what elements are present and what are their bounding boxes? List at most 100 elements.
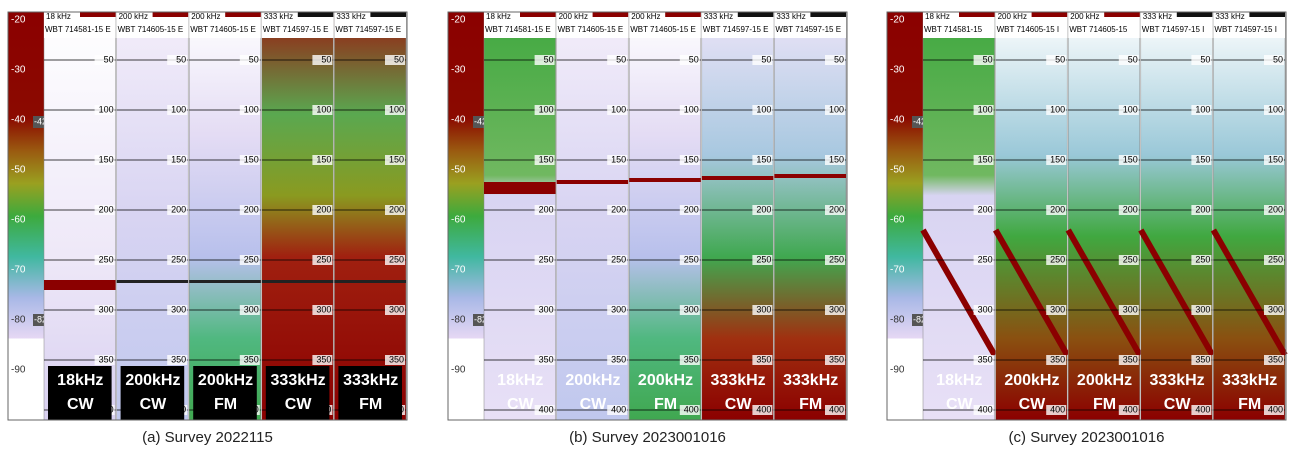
depth-label: 150 <box>829 154 844 164</box>
colorbar-label: -40 <box>11 115 26 126</box>
channel-mode: CW <box>946 396 974 413</box>
depth-label: 200 <box>978 204 993 214</box>
depth-label-bg <box>167 105 188 115</box>
depth-label-bg <box>534 205 555 215</box>
channel-mode: FM <box>214 396 237 413</box>
channel-mode: CW <box>1164 396 1192 413</box>
depth-label: 50 <box>176 54 186 64</box>
colorbar-marker: -82 <box>913 314 926 324</box>
depth-label: 250 <box>316 254 331 264</box>
depth-label-bg <box>752 105 773 115</box>
depth-label-bg <box>312 255 333 265</box>
echogram-channel <box>774 11 847 421</box>
channel-transducer: WBT 714605-15 E <box>118 25 184 34</box>
depth-label: 50 <box>983 54 993 64</box>
depth-label-bg <box>1046 355 1067 365</box>
header-bar <box>370 12 406 17</box>
depth-label-bg <box>534 155 555 165</box>
panel-caption: (b) Survey 2023001016 <box>569 429 726 446</box>
layer <box>774 174 846 178</box>
depth-label: 300 <box>829 304 844 314</box>
label-box <box>193 366 257 420</box>
echogram-channel <box>116 11 189 421</box>
depth-label: 300 <box>684 304 699 314</box>
depth-label: 350 <box>1268 354 1283 364</box>
depth-label: 200 <box>756 204 771 214</box>
label-box <box>265 366 330 420</box>
channel-mode: FM <box>1238 396 1261 413</box>
depth-label-bg <box>312 155 333 165</box>
depth-label-bg <box>752 55 773 65</box>
colorbar <box>8 12 44 420</box>
depth-label-bg <box>752 355 773 365</box>
depth-label-bg <box>312 355 333 365</box>
depth-label-bg <box>312 305 333 315</box>
channel-frequency: 333 kHz <box>704 12 733 21</box>
depth-label: 250 <box>684 254 699 264</box>
depth-label: 50 <box>104 54 114 64</box>
channel-mode: FM <box>1093 396 1116 413</box>
header-bar <box>1104 12 1140 17</box>
depth-label-bg <box>167 355 188 365</box>
header-bar <box>737 12 774 17</box>
channel-mode: CW <box>507 396 535 413</box>
header-bar <box>810 12 846 17</box>
depth-label-bg <box>607 155 628 165</box>
header-bar <box>1249 12 1285 17</box>
colorbar-label: -30 <box>890 65 905 76</box>
depth-label: 50 <box>689 54 699 64</box>
depth-label-bg <box>312 105 333 115</box>
depth-label-bg <box>607 305 628 315</box>
channel-label: 200kHz <box>1077 372 1132 389</box>
channel-mode: CW <box>67 396 95 413</box>
channel-label: 200kHz <box>198 372 253 389</box>
depth-label-bg <box>973 305 994 315</box>
depth-label: 400 <box>1195 404 1210 414</box>
layer <box>116 280 189 283</box>
depth-label: 50 <box>249 54 259 64</box>
echogram-panel: -20 -30 -40 -50 -60 -70 -80 -90 -42 -82 18 kHz WBT … <box>447 11 848 446</box>
depth-label-bg <box>167 205 188 215</box>
colorbar-label: -60 <box>451 215 466 226</box>
channel-label: 200kHz <box>638 372 693 389</box>
depth-label: 350 <box>171 354 186 364</box>
depth-label: 350 <box>244 354 259 364</box>
depth-label-bg <box>679 55 700 65</box>
channel-frequency: 200 kHz <box>998 12 1027 21</box>
depth-label: 50 <box>1128 54 1138 64</box>
depth-label-bg <box>534 255 555 265</box>
colorbar-label: -80 <box>11 315 26 326</box>
depth-label-bg <box>607 205 628 215</box>
channel-frequency: 18 kHz <box>486 12 511 21</box>
depth-label: 250 <box>829 254 844 264</box>
depth-label-bg <box>825 155 845 165</box>
depth-label-bg <box>167 305 188 315</box>
channel-frequency: 333 kHz <box>264 12 293 21</box>
depth-label: 400 <box>611 404 626 414</box>
depth-label: 200 <box>684 204 699 214</box>
layer <box>1065 228 1143 357</box>
echogram-channel <box>995 11 1068 421</box>
depth-label: 150 <box>389 154 404 164</box>
depth-label: 50 <box>1200 54 1210 64</box>
depth-label: 250 <box>756 254 771 264</box>
echogram-channel <box>628 11 702 421</box>
depth-label-bg <box>312 55 333 65</box>
depth-label: 150 <box>1050 154 1065 164</box>
channel-label: 18kHz <box>497 372 543 389</box>
depth-label-bg <box>1191 105 1212 115</box>
depth-label: 200 <box>316 204 331 214</box>
header-bar <box>152 12 189 17</box>
depth-label-bg <box>239 305 260 315</box>
depth-label-bg <box>534 405 555 415</box>
depth-label: 300 <box>1268 304 1283 314</box>
echogram-channel <box>701 11 774 421</box>
depth-label-bg <box>1118 355 1139 365</box>
colorbar-label: -50 <box>11 165 26 176</box>
depth-label: 300 <box>389 304 404 314</box>
depth-label: 200 <box>1123 204 1138 214</box>
depth-label: 300 <box>756 304 771 314</box>
depth-label-bg <box>1264 355 1284 365</box>
channel-frequency: 18 kHz <box>925 12 950 21</box>
depth-label: 200 <box>539 204 554 214</box>
